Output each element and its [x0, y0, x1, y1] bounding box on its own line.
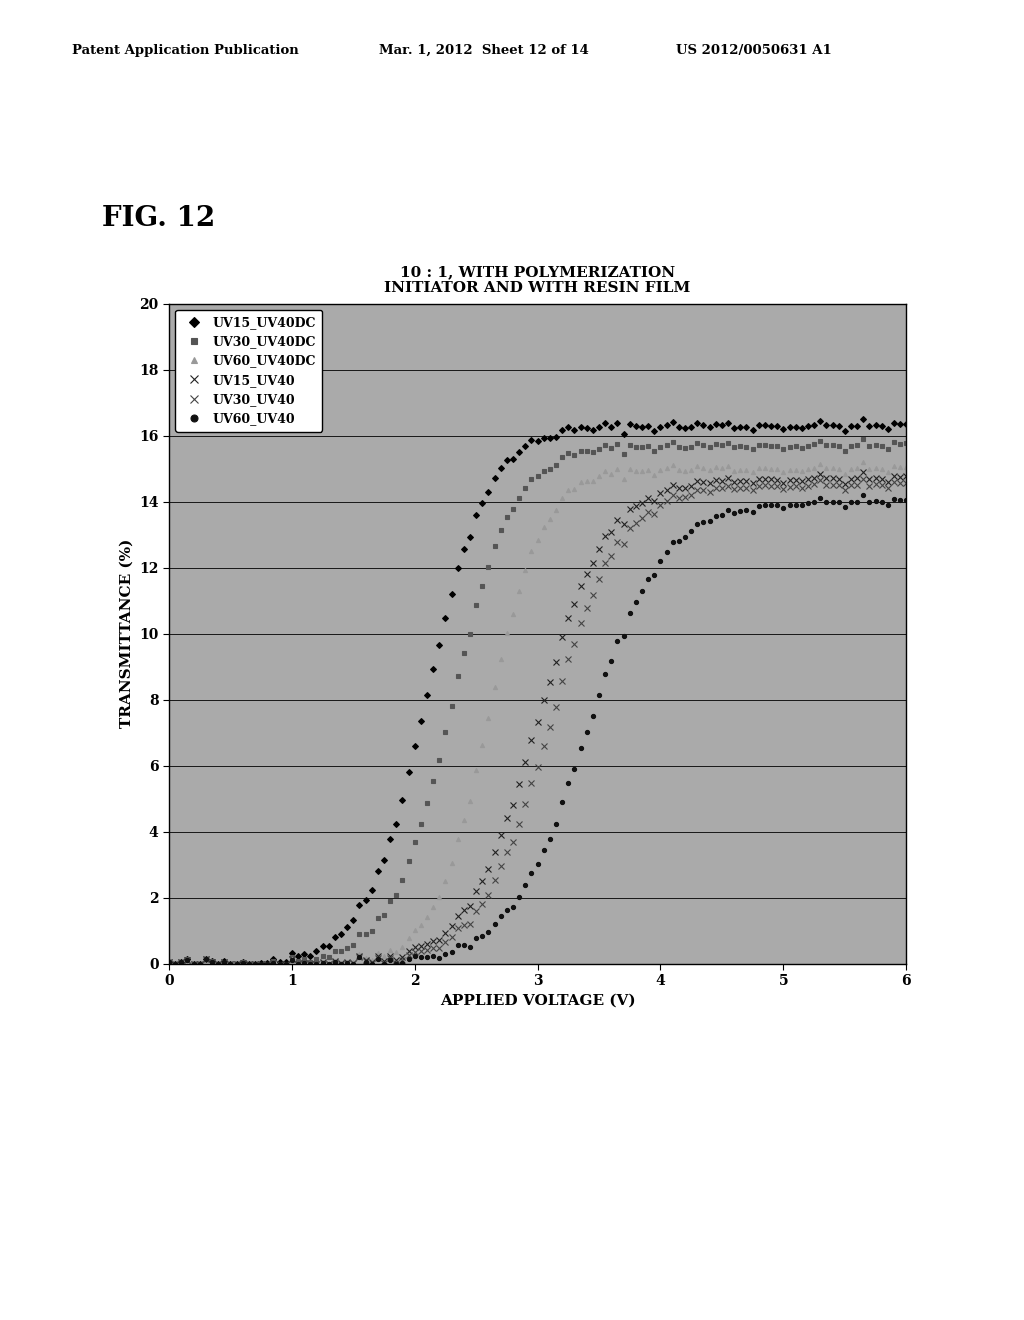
- Legend: UV15_UV40DC, UV30_UV40DC, UV60_UV40DC, UV15_UV40, UV30_UV40, UV60_UV40: UV15_UV40DC, UV30_UV40DC, UV60_UV40DC, U…: [175, 310, 323, 432]
- Text: FIG. 12: FIG. 12: [102, 205, 216, 231]
- Text: Patent Application Publication: Patent Application Publication: [72, 44, 298, 57]
- Y-axis label: TRANSMITTANCE (%): TRANSMITTANCE (%): [120, 539, 133, 729]
- Text: US 2012/0050631 A1: US 2012/0050631 A1: [676, 44, 831, 57]
- Text: Mar. 1, 2012  Sheet 12 of 14: Mar. 1, 2012 Sheet 12 of 14: [379, 44, 589, 57]
- X-axis label: APPLIED VOLTAGE (V): APPLIED VOLTAGE (V): [439, 994, 636, 1007]
- Title: 10 : 1, WITH POLYMERIZATION
INITIATOR AND WITH RESIN FILM: 10 : 1, WITH POLYMERIZATION INITIATOR AN…: [384, 265, 691, 296]
